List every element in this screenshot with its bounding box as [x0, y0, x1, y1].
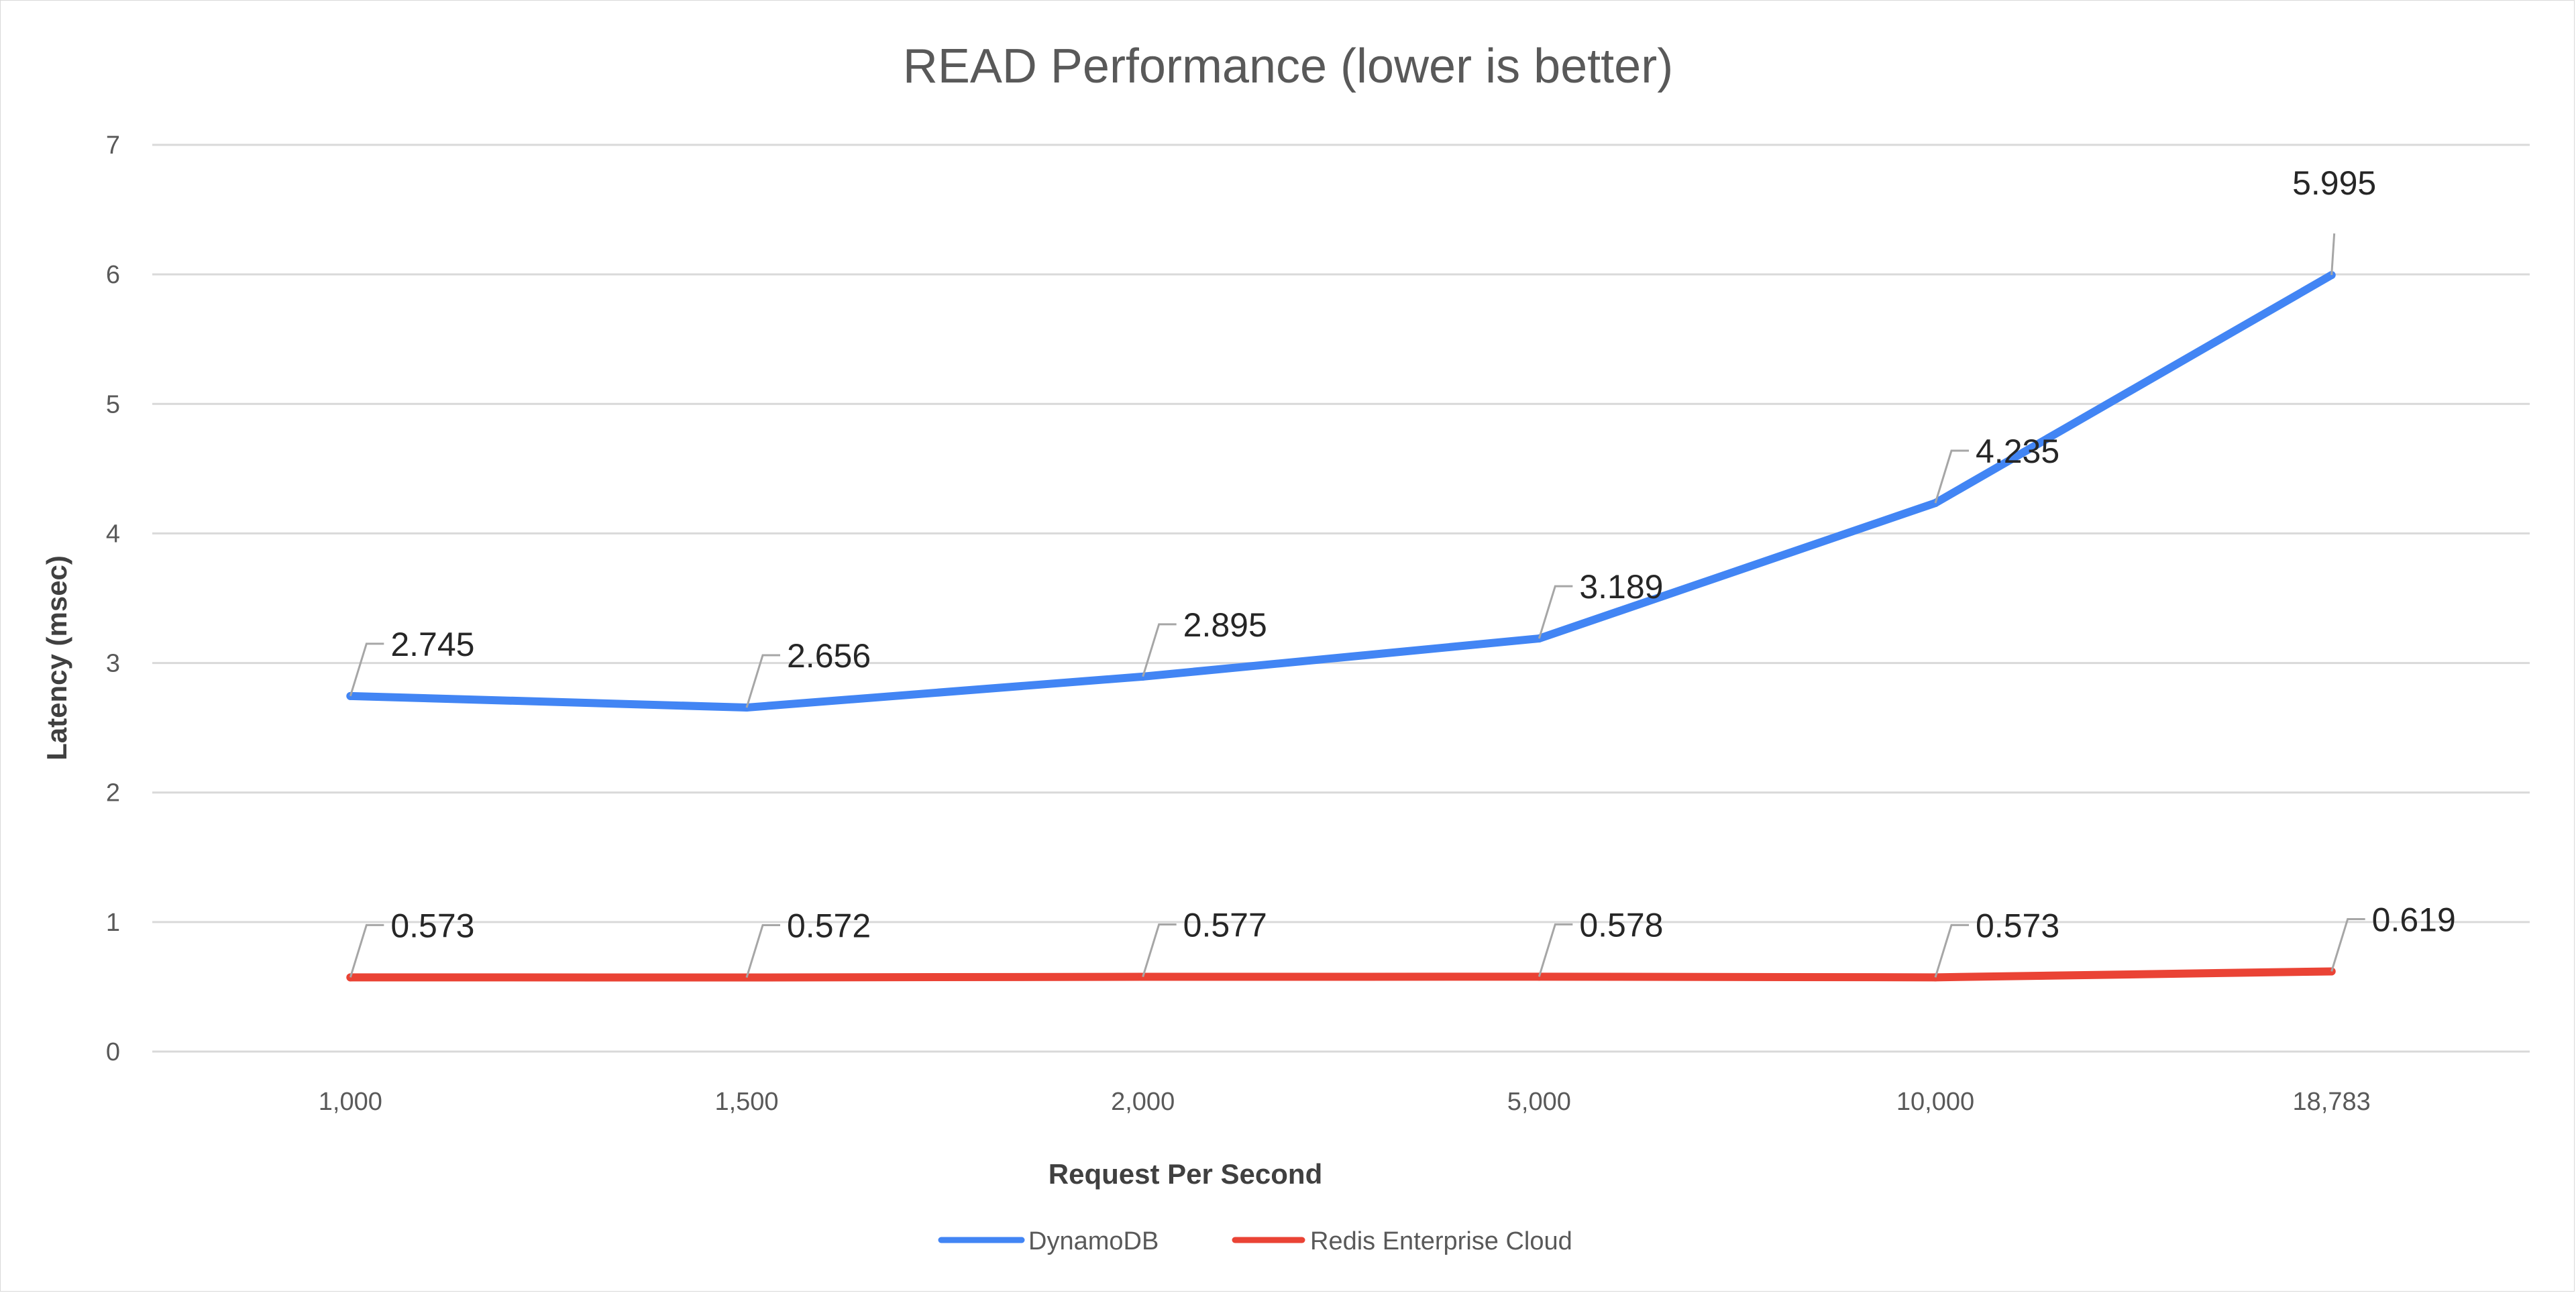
x-tick-label: 18,783 — [2293, 1088, 2371, 1116]
data-label-dynamodb: 2.895 — [1183, 606, 1267, 644]
y-axis-ticks: 0 1 2 3 4 5 6 7 — [106, 131, 120, 1066]
leader-line-redis — [1142, 923, 1177, 978]
legend: DynamoDB Redis Enterprise Cloud — [938, 1227, 1572, 1255]
y-tick-label: 6 — [106, 261, 120, 289]
leader-line-dynamodb — [2330, 233, 2336, 276]
legend-item-dynamodb[interactable]: DynamoDB — [938, 1227, 1159, 1255]
x-axis-ticks: 1,000 1,500 2,000 5,000 10,000 18,783 — [319, 1088, 2371, 1116]
gridlines — [152, 144, 2530, 1053]
series-line-redis[interactable] — [346, 967, 2336, 982]
y-axis-title: Latency (msec) — [41, 555, 72, 761]
x-tick-label: 2,000 — [1111, 1088, 1175, 1116]
x-tick-label: 10,000 — [1896, 1088, 1974, 1116]
data-label-redis: 0.577 — [1183, 907, 1267, 944]
data-label-redis: 0.578 — [1579, 906, 1663, 944]
data-label-dynamodb: 2.656 — [787, 637, 871, 675]
data-labels: 2.745 2.656 2.895 3.189 4.235 5.995 0.573 0.572… — [349, 164, 2456, 978]
data-label-dynamodb: 4.235 — [1976, 433, 2059, 470]
data-label-dynamodb: 3.189 — [1579, 568, 1663, 606]
leader-line-redis — [1538, 923, 1573, 977]
x-axis-title: Request Per Second — [1049, 1158, 1322, 1190]
y-tick-label: 0 — [106, 1038, 120, 1066]
y-tick-label: 3 — [106, 650, 120, 678]
x-tick-label: 1,000 — [319, 1088, 382, 1116]
legend-label-redis: Redis Enterprise Cloud — [1310, 1227, 1572, 1255]
y-tick-label: 2 — [106, 779, 120, 807]
leader-line-redis — [2330, 917, 2365, 972]
data-label-redis: 0.619 — [2372, 901, 2456, 938]
leader-line-dynamodb — [745, 654, 780, 708]
data-label-redis: 0.572 — [787, 907, 871, 945]
data-label-redis: 0.573 — [1976, 907, 2059, 944]
leader-line-dynamodb — [1142, 623, 1177, 677]
leader-line-redis — [1934, 923, 1969, 978]
series-layer — [346, 271, 2336, 982]
y-tick-label: 4 — [106, 520, 120, 548]
x-tick-label: 1,500 — [714, 1088, 778, 1116]
x-tick-label: 5,000 — [1507, 1088, 1571, 1116]
legend-label-dynamodb: DynamoDB — [1028, 1227, 1159, 1255]
y-tick-label: 5 — [106, 390, 120, 418]
data-label-dynamodb: 2.745 — [390, 626, 474, 663]
leader-line-dynamodb — [1538, 585, 1573, 639]
legend-item-redis[interactable]: Redis Enterprise Cloud — [1232, 1227, 1572, 1255]
leader-line-dynamodb — [1934, 449, 1969, 504]
y-tick-label: 1 — [106, 909, 120, 937]
leader-line-redis — [349, 923, 384, 978]
data-label-dynamodb: 5.995 — [2292, 164, 2376, 202]
chart-title: READ Performance (lower is better) — [903, 40, 1673, 93]
leader-line-dynamodb — [349, 642, 384, 697]
series-line-dynamodb[interactable] — [346, 271, 2336, 712]
leader-line-redis — [745, 924, 780, 978]
data-label-redis: 0.573 — [390, 907, 474, 944]
y-tick-label: 7 — [106, 131, 120, 160]
